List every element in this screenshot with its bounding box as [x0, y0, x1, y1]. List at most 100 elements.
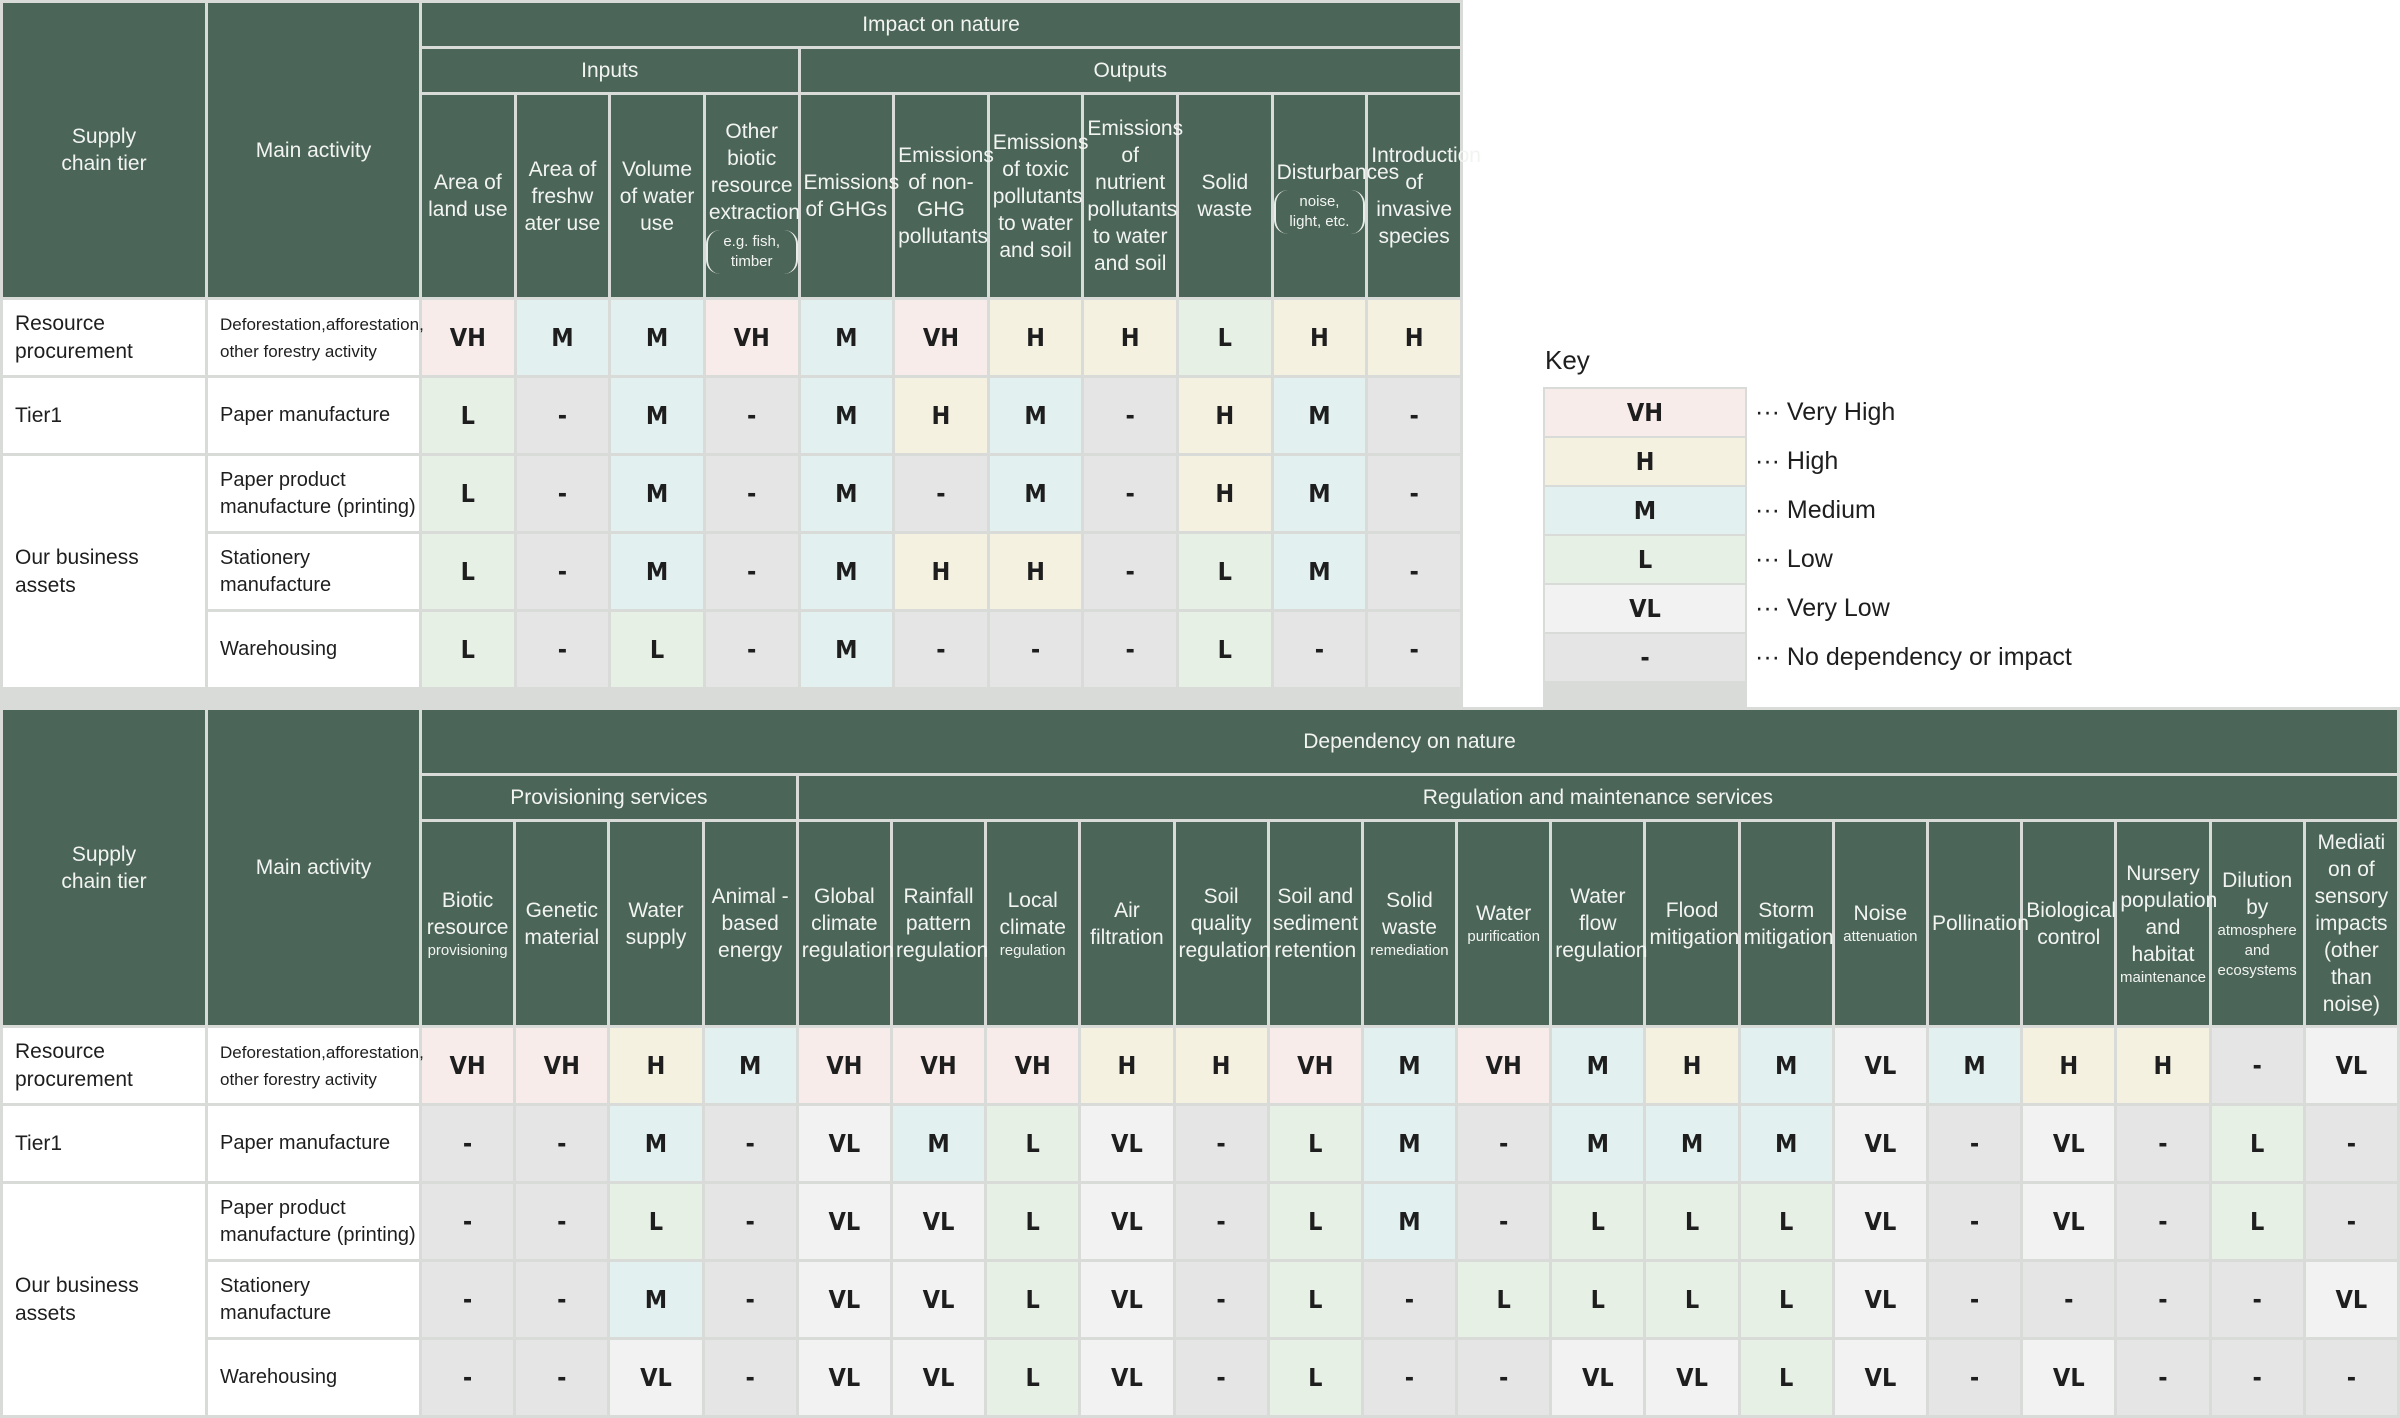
column-header-noise: Noise attenuation: [1831, 819, 1930, 1028]
column-header-area-of-land-use: Area of land use: [419, 92, 517, 300]
rating-cell: -: [1270, 609, 1369, 690]
rating-cell: L: [1737, 1337, 1835, 1418]
header-supply-chain-tier: Supply chain tier: [0, 0, 208, 300]
rating-cell: -: [1365, 609, 1463, 690]
key-label: ··· Low: [1755, 545, 1833, 573]
column-header-dilution-by: Dilution by atmosphere and ecosystems: [2208, 819, 2306, 1028]
rating-cell: -: [701, 1259, 799, 1340]
rating-cell: H: [607, 1025, 705, 1106]
rating-cell: -: [702, 375, 801, 456]
rating-cell: L: [607, 1181, 705, 1262]
rating-cell: -: [1081, 453, 1179, 534]
rating-cell: -: [986, 609, 1085, 690]
column-header-soil-and-sediment-retention: Soil and sediment retention: [1266, 819, 1364, 1028]
column-header-note: regulation: [999, 941, 1066, 959]
rating-cell: M: [986, 375, 1085, 456]
rating-cell: -: [418, 1337, 517, 1418]
rating-cell: L: [419, 609, 517, 690]
header-label: Supply chain tier: [61, 125, 147, 175]
rating-cell: -: [1172, 1103, 1270, 1184]
rating-cell: L: [1176, 531, 1274, 612]
rating-cell: L: [608, 609, 706, 690]
rating-cell: M: [1737, 1025, 1835, 1106]
rating-cell: L: [419, 375, 517, 456]
key-code: M: [1633, 496, 1657, 525]
column-header-note: attenuation: [1843, 928, 1918, 945]
column-header-label: Emissions of GHGs: [803, 171, 900, 221]
key-item-h: H ··· High: [1543, 438, 1838, 487]
rating-cell: VL: [889, 1337, 988, 1418]
rating-cell: -: [513, 1103, 611, 1184]
column-header-volume-of-water-use: Volume of water use: [608, 92, 706, 300]
table-row: Tier1 Paper manufacture - - M - VL M L VL - L M - M M M V…: [0, 1103, 2400, 1184]
rating-cell: VL: [1831, 1337, 1930, 1418]
rating-cell: M: [1270, 375, 1369, 456]
rating-cell: VL: [1643, 1337, 1741, 1418]
column-header-label: Solid waste: [1197, 171, 1253, 221]
rating-cell: L: [984, 1181, 1082, 1262]
column-header-rainfall-pattern-regulation: Rainfall pattern regulation: [889, 819, 989, 1028]
column-header-label: Rainfall pattern regulation: [895, 885, 989, 962]
column-header-label: Volume of water use: [619, 157, 695, 235]
table-row: Resource procurement Deforestation,affore…: [0, 1025, 2400, 1106]
header-label: Main activity: [255, 856, 372, 879]
rating-cell: -: [1925, 1103, 2024, 1184]
column-header-label: Soil and sediment retention: [1272, 885, 1358, 962]
column-header-label: Biotic resource: [426, 888, 509, 939]
header-dependency-on-nature: Dependency on nature: [419, 707, 2400, 776]
rating-cell: VL: [1831, 1181, 1930, 1262]
activity-cell: Paper product manufacture (printing): [205, 453, 422, 534]
column-header-label: Introduction of invasive species: [1371, 144, 1481, 248]
table-row: Stationery manufacture - - M - VL VL L VL - L - L L L L…: [2, 1259, 2400, 1340]
rating-cell: -: [2114, 1103, 2212, 1184]
column-header-label: Mediati on of sensory impacts (other tha…: [2314, 831, 2389, 1016]
rating-cell: -: [2114, 1259, 2212, 1340]
column-header-storm-mitigation: Storm mitigation: [1737, 819, 1835, 1028]
column-header-label: Other biotic resource extraction: [708, 120, 800, 224]
key-item-vl: VL ··· Very Low: [1543, 585, 1890, 634]
rating-cell: VH: [1266, 1025, 1364, 1106]
rating-cell: L: [1266, 1103, 1364, 1184]
rating-cell: VL: [889, 1259, 988, 1340]
rating-cell: -: [2020, 1259, 2118, 1340]
column-header-label: Water: [1476, 902, 1532, 925]
column-header-note: maintenance: [2120, 968, 2206, 986]
column-header-note: atmosphere and ecosystems: [2217, 921, 2297, 979]
rating-cell: -: [2302, 1181, 2400, 1262]
rating-cell: M: [608, 297, 706, 378]
rating-cell: -: [702, 531, 801, 612]
rating-cell: H: [892, 375, 990, 456]
key-label: ··· High: [1755, 447, 1839, 475]
rating-cell: -: [892, 453, 990, 534]
key-code: VH: [1626, 398, 1664, 427]
rating-cell: L: [1643, 1181, 1741, 1262]
rating-cell: -: [513, 1259, 611, 1340]
column-header-local-climate: Local climate regulation: [984, 819, 1082, 1028]
rating-cell: VL: [795, 1259, 893, 1340]
column-header-label: Water flow regulation: [1555, 885, 1648, 962]
rating-cell: L: [1266, 1181, 1364, 1262]
column-header-soil-quality-regulation: Soil quality regulation: [1172, 819, 1271, 1028]
column-header-note: e.g. fish, timber: [705, 230, 798, 274]
column-header-air-filtration: Air filtration: [1078, 819, 1176, 1028]
header-supply-chain-tier: Supply chain tier: [0, 707, 208, 1028]
rating-cell: -: [2208, 1025, 2306, 1106]
rating-cell: -: [2302, 1337, 2400, 1418]
column-header-biotic-resource: Biotic resource provisioning: [418, 819, 517, 1028]
column-header-label: Storm mitigation: [1743, 898, 1834, 949]
table-row: Warehousing L - L - M - - - L - -: [2, 609, 1463, 690]
header-label: Main activity: [255, 138, 372, 162]
column-header-label: Soil quality regulation: [1178, 885, 1271, 962]
rating-cell: VL: [1078, 1259, 1176, 1340]
rating-cell: -: [1925, 1259, 2024, 1340]
rating-cell: M: [1270, 531, 1369, 612]
rating-cell: -: [702, 609, 801, 690]
rating-cell: -: [701, 1181, 799, 1262]
rating-cell: H: [2020, 1025, 2118, 1106]
rating-cell: M: [607, 1103, 705, 1184]
tier-cell: Our business assets: [0, 453, 208, 690]
rating-cell: -: [892, 609, 990, 690]
column-header-mediati-on-of-sensory-impacts-other-than-noise: Mediati on of sensory impacts (other tha…: [2302, 819, 2400, 1028]
column-header-label: Air filtration: [1090, 898, 1164, 949]
rating-cell: M: [1270, 453, 1369, 534]
